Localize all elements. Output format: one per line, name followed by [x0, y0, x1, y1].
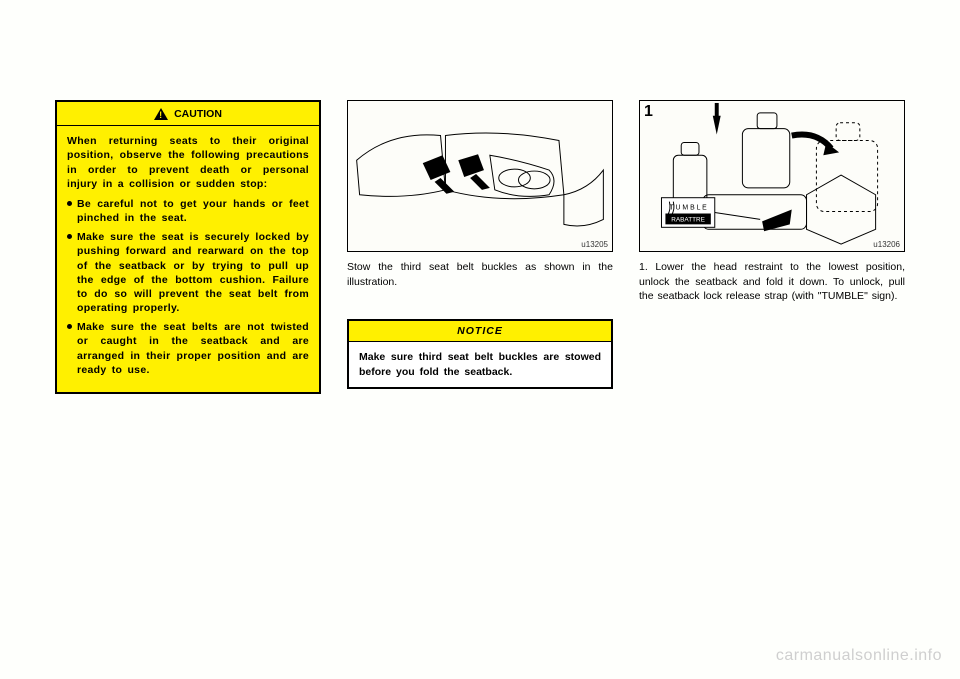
seat-buckle-diagram-icon	[348, 101, 612, 251]
column-3: 1	[639, 100, 905, 649]
column-1: CAUTION When returning seats to their or…	[55, 100, 321, 649]
illustration-code: u13206	[873, 240, 900, 249]
caution-bullet: Make sure the seat belts are not twisted…	[67, 320, 309, 377]
caution-bullet: Make sure the seat is securely locked by…	[67, 230, 309, 315]
caution-header: CAUTION	[57, 102, 319, 126]
caution-box: CAUTION When returning seats to their or…	[55, 100, 321, 394]
manual-page: CAUTION When returning seats to their or…	[0, 0, 960, 679]
illustration-seat-buckles: u13205	[347, 100, 613, 252]
caution-list: Be careful not to get your hands or feet…	[67, 197, 309, 377]
caution-title: CAUTION	[174, 107, 222, 121]
notice-body: Make sure third seat belt buckles are st…	[349, 342, 611, 386]
warning-triangle-icon	[154, 108, 168, 120]
watermark: carmanualsonline.info	[776, 647, 942, 665]
caution-body: When returning seats to their original p…	[57, 126, 319, 392]
illustration-tumble-seat: 1	[639, 100, 905, 252]
caption-col3: 1. Lower the head restraint to the lowes…	[639, 260, 905, 310]
tumble-label-line1: T U M B L E	[670, 205, 708, 212]
column-2: u13205 Stow the third seat belt buckles …	[347, 100, 613, 649]
step-number: 1	[644, 103, 653, 121]
notice-box: NOTICE Make sure third seat belt buckles…	[347, 319, 613, 388]
tumble-seat-diagram-icon: T U M B L E RABATTRE	[640, 101, 904, 251]
tumble-label-line2: RABATTRE	[671, 216, 705, 223]
caution-intro: When returning seats to their original p…	[67, 134, 309, 191]
caption-text: 1. Lower the head restraint to the lowes…	[639, 260, 905, 304]
notice-text: Make sure third seat belt buckles are st…	[359, 350, 601, 378]
notice-title: NOTICE	[349, 321, 611, 342]
caution-bullet: Be careful not to get your hands or feet…	[67, 197, 309, 225]
caption-col2: Stow the third seat belt buckles as show…	[347, 260, 613, 295]
caption-text: Stow the third seat belt buckles as show…	[347, 260, 613, 289]
illustration-code: u13205	[581, 240, 608, 249]
